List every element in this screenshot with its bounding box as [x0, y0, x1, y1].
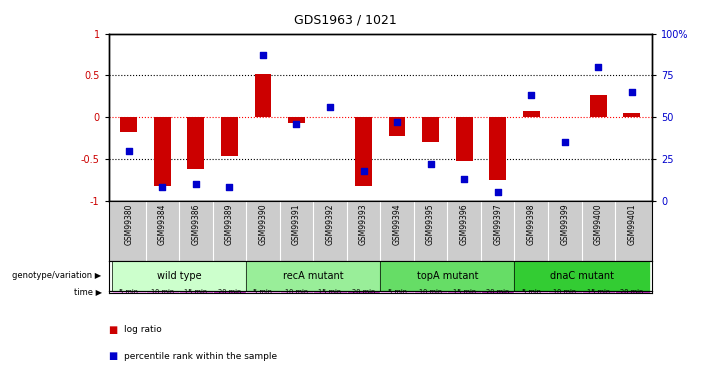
Bar: [187, 117, 204, 169]
Point: [492, 189, 503, 195]
Text: GSM99401: GSM99401: [627, 204, 637, 245]
Text: GSM99389: GSM99389: [225, 204, 234, 245]
Text: 20 min: 20 min: [352, 289, 375, 295]
Bar: [112, 291, 146, 292]
Bar: [414, 291, 447, 292]
Text: dnaC mutant: dnaC mutant: [550, 271, 613, 280]
Text: GSM99399: GSM99399: [560, 204, 569, 245]
Bar: [288, 117, 305, 123]
Bar: [246, 291, 280, 292]
Point: [592, 64, 604, 70]
Text: 20 min: 20 min: [486, 289, 510, 295]
Point: [257, 53, 268, 58]
Bar: [523, 111, 540, 117]
Text: recA mutant: recA mutant: [283, 271, 343, 280]
Text: genotype/variation ▶: genotype/variation ▶: [13, 271, 102, 280]
Point: [458, 176, 470, 182]
Text: GSM99394: GSM99394: [393, 204, 402, 245]
Point: [190, 181, 201, 187]
Text: 5 min: 5 min: [119, 289, 138, 295]
Text: GSM99398: GSM99398: [526, 204, 536, 245]
Text: GSM99393: GSM99393: [359, 204, 368, 245]
Text: 15 min: 15 min: [587, 289, 610, 295]
Bar: [623, 113, 640, 117]
Text: GSM99400: GSM99400: [594, 204, 603, 245]
Text: 10 min: 10 min: [553, 289, 576, 295]
Point: [559, 139, 571, 145]
Text: GSM99384: GSM99384: [158, 204, 167, 245]
Text: GSM99380: GSM99380: [124, 204, 133, 245]
Text: 5 min: 5 min: [522, 289, 540, 295]
Bar: [388, 117, 405, 135]
Text: 20 min: 20 min: [620, 289, 644, 295]
Point: [291, 121, 302, 127]
Point: [626, 89, 637, 95]
Point: [224, 184, 235, 190]
Text: wild type: wild type: [157, 271, 201, 280]
Text: 5 min: 5 min: [254, 289, 273, 295]
Point: [358, 168, 369, 174]
Text: GSM99397: GSM99397: [494, 204, 502, 245]
Bar: [280, 291, 313, 292]
Text: time ▶: time ▶: [74, 287, 102, 296]
Bar: [422, 117, 439, 142]
Text: 15 min: 15 min: [318, 289, 341, 295]
Bar: [313, 291, 347, 292]
Bar: [456, 117, 472, 160]
Bar: [254, 74, 271, 117]
Bar: [582, 291, 615, 292]
Bar: [154, 117, 171, 186]
Bar: [146, 291, 179, 292]
Point: [425, 161, 436, 167]
Bar: [347, 291, 381, 292]
Bar: [212, 291, 246, 292]
Text: log ratio: log ratio: [124, 326, 162, 334]
Text: ■: ■: [109, 351, 121, 361]
Bar: [515, 291, 548, 292]
Text: 10 min: 10 min: [151, 289, 174, 295]
Bar: [447, 291, 481, 292]
Bar: [381, 261, 515, 291]
Bar: [590, 94, 606, 117]
Text: percentile rank within the sample: percentile rank within the sample: [124, 352, 277, 361]
Text: ■: ■: [109, 325, 121, 335]
Text: GSM99395: GSM99395: [426, 204, 435, 245]
Text: 20 min: 20 min: [218, 289, 241, 295]
Text: GSM99391: GSM99391: [292, 204, 301, 245]
Bar: [548, 291, 582, 292]
Text: topA mutant: topA mutant: [416, 271, 478, 280]
Text: GDS1963 / 1021: GDS1963 / 1021: [294, 13, 397, 26]
Bar: [381, 291, 414, 292]
Bar: [221, 117, 238, 156]
Point: [526, 93, 537, 99]
Text: 15 min: 15 min: [453, 289, 476, 295]
Bar: [515, 261, 648, 291]
Point: [325, 104, 336, 110]
Text: GSM99392: GSM99392: [325, 204, 334, 245]
Bar: [481, 291, 515, 292]
Bar: [112, 261, 246, 291]
Text: 10 min: 10 min: [419, 289, 442, 295]
Bar: [121, 117, 137, 132]
Text: GSM99386: GSM99386: [191, 204, 200, 245]
Text: GSM99390: GSM99390: [259, 204, 267, 245]
Text: 10 min: 10 min: [285, 289, 308, 295]
Point: [157, 184, 168, 190]
Text: 15 min: 15 min: [184, 289, 207, 295]
Text: GSM99396: GSM99396: [460, 204, 469, 245]
Bar: [489, 117, 506, 180]
Point: [123, 147, 135, 154]
Bar: [355, 117, 372, 186]
Point: [391, 119, 402, 125]
Bar: [615, 291, 648, 292]
Bar: [179, 291, 212, 292]
Bar: [246, 261, 381, 291]
Text: 5 min: 5 min: [388, 289, 407, 295]
